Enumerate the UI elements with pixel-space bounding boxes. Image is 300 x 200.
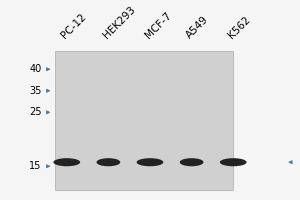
Ellipse shape bbox=[180, 158, 203, 166]
Text: 15: 15 bbox=[29, 161, 41, 171]
Ellipse shape bbox=[136, 158, 164, 166]
Text: A549: A549 bbox=[184, 14, 211, 40]
Text: K562: K562 bbox=[226, 15, 252, 40]
Ellipse shape bbox=[97, 158, 120, 166]
FancyBboxPatch shape bbox=[55, 51, 233, 190]
Text: 40: 40 bbox=[29, 64, 41, 74]
Text: 25: 25 bbox=[29, 107, 41, 117]
Ellipse shape bbox=[220, 158, 247, 166]
Text: HEK293: HEK293 bbox=[101, 4, 137, 40]
Text: MCF-7: MCF-7 bbox=[143, 10, 173, 40]
Text: PC-12: PC-12 bbox=[60, 12, 88, 40]
Ellipse shape bbox=[53, 158, 80, 166]
Text: 35: 35 bbox=[29, 86, 41, 96]
